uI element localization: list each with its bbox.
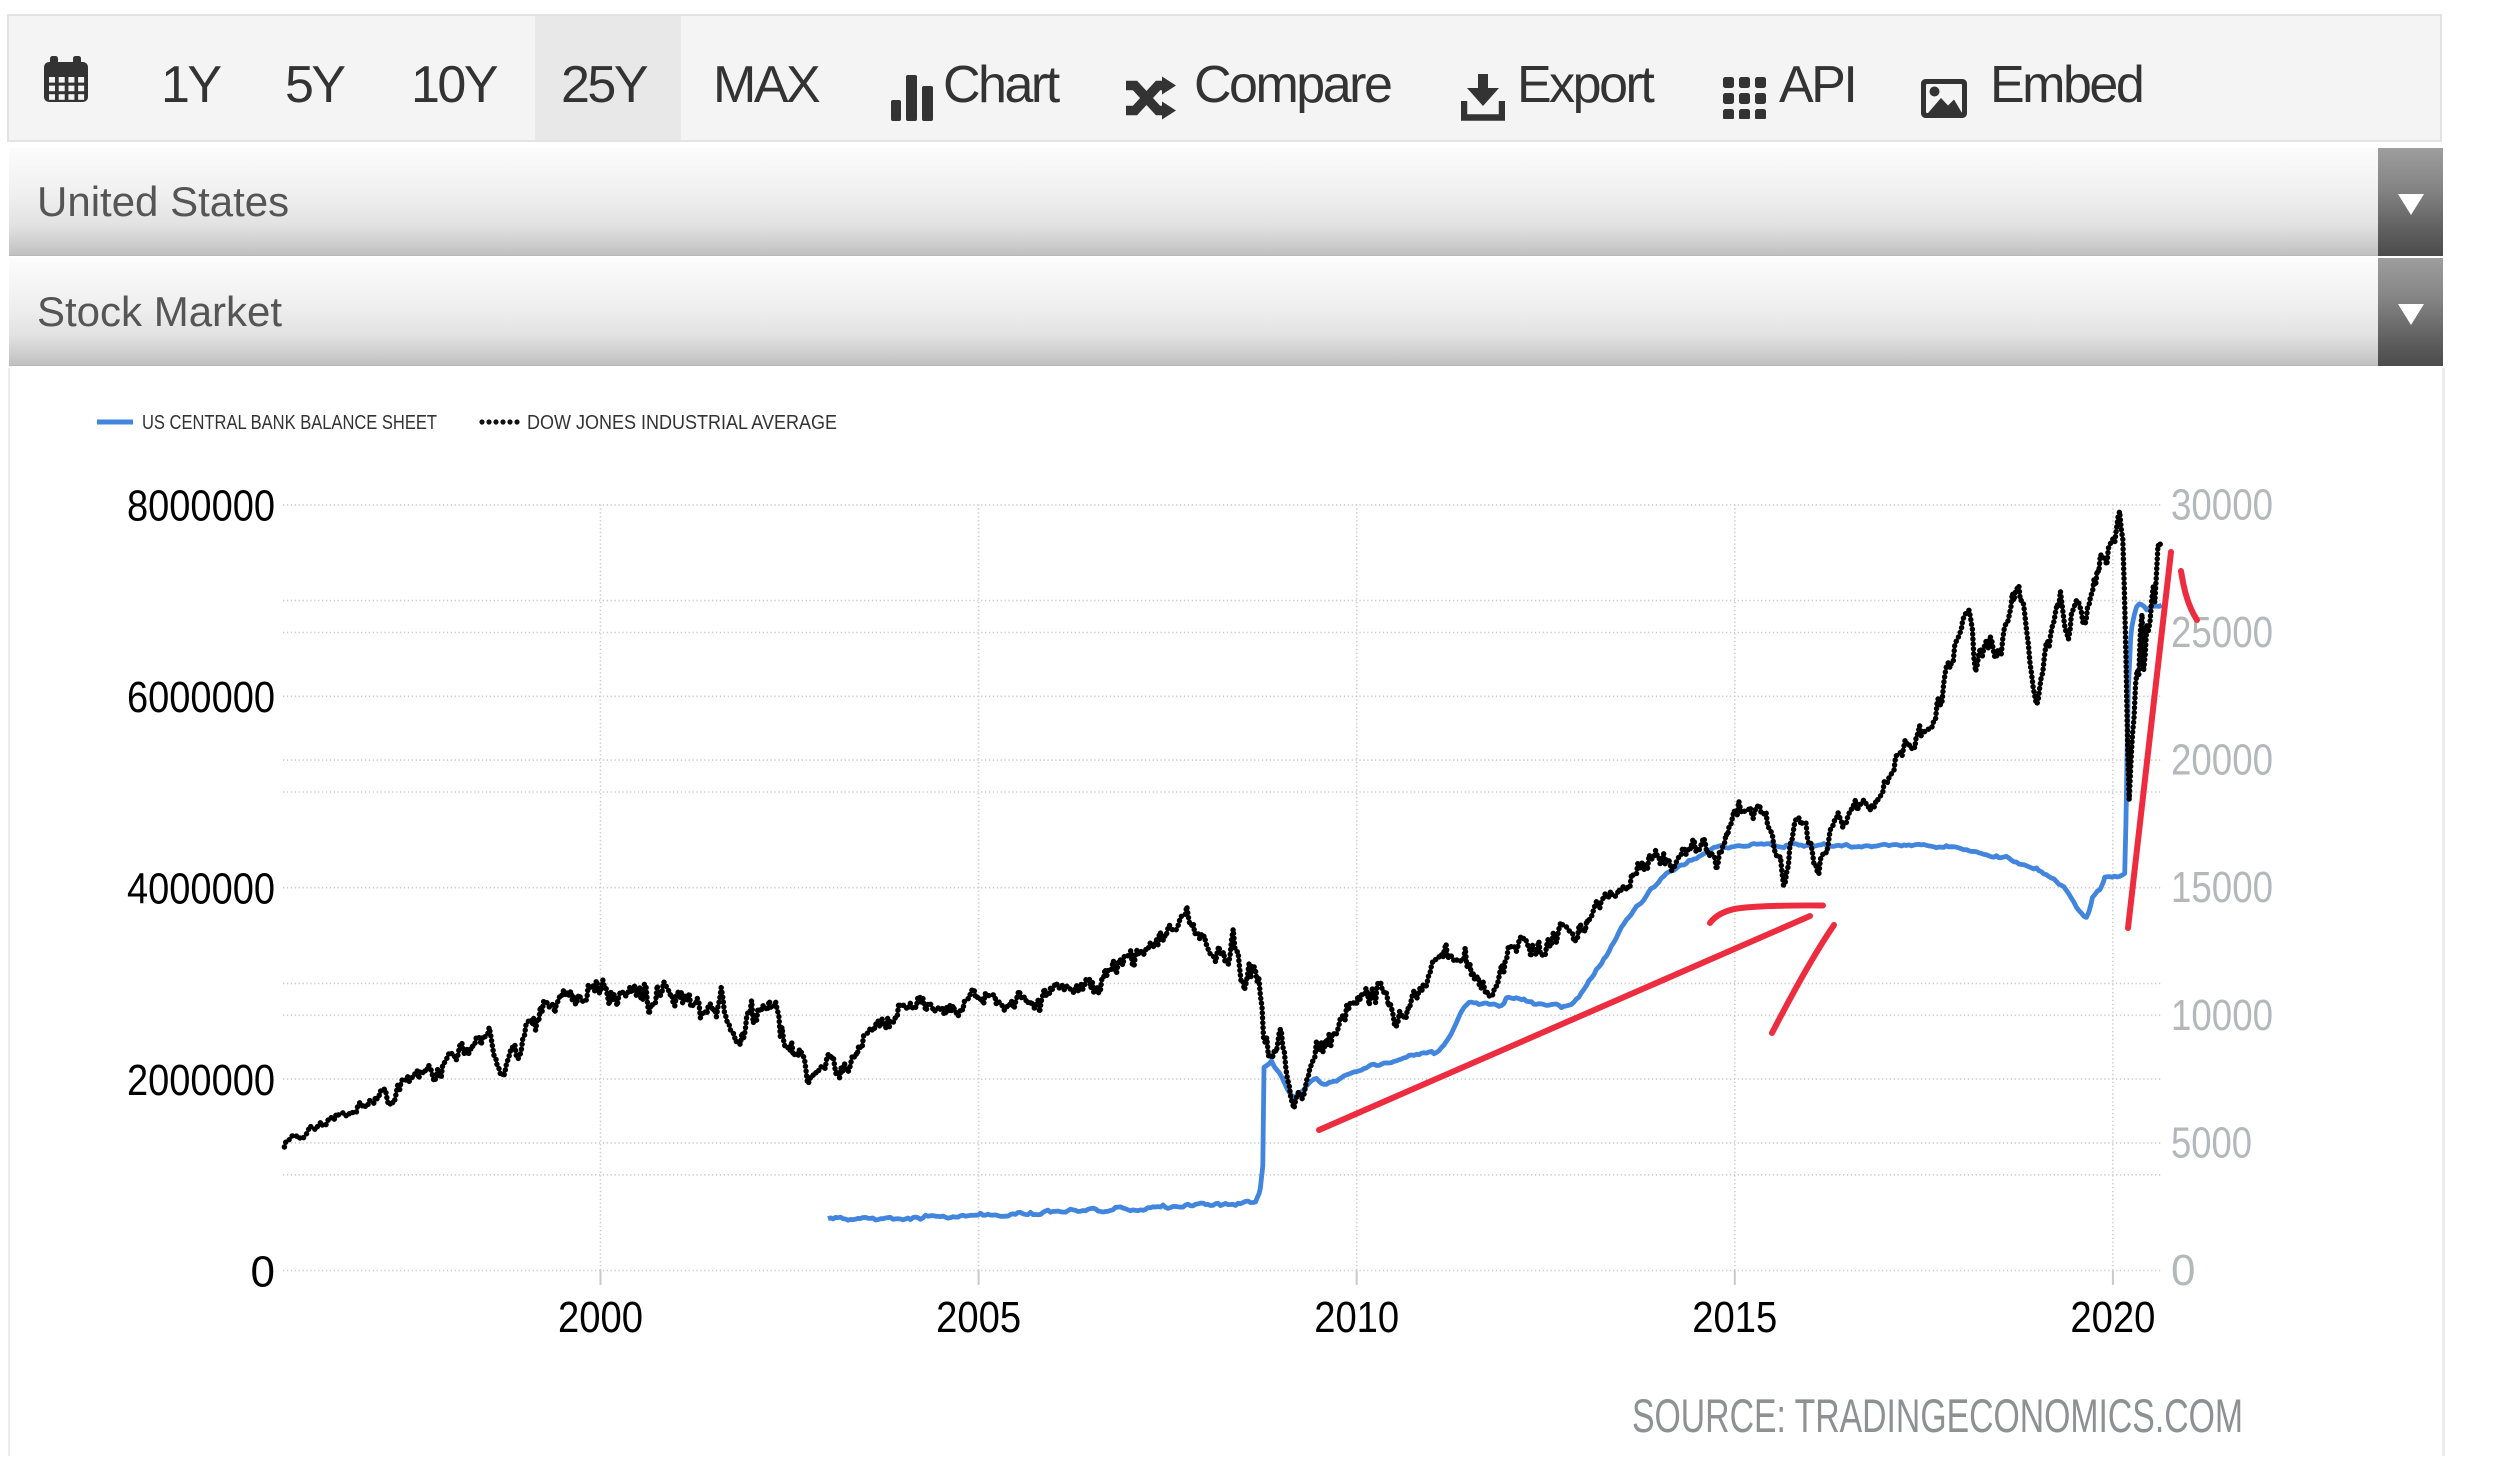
- svg-text:SOURCE: TRADINGECONOMICS.COM: SOURCE: TRADINGECONOMICS.COM: [1632, 1389, 2243, 1442]
- svg-text:30000: 30000: [2171, 480, 2273, 529]
- svg-text:15000: 15000: [2171, 863, 2273, 912]
- svg-text:5000: 5000: [2171, 1118, 2252, 1167]
- svg-text:2000000: 2000000: [127, 1056, 275, 1105]
- svg-text:25000: 25000: [2171, 608, 2273, 657]
- svg-text:2020: 2020: [2070, 1293, 2155, 1342]
- svg-text:DOW JONES INDUSTRIAL AVERAGE: DOW JONES INDUSTRIAL AVERAGE: [527, 412, 837, 434]
- svg-text:6000000: 6000000: [127, 673, 275, 722]
- svg-text:10000: 10000: [2171, 991, 2273, 1040]
- svg-text:2010: 2010: [1314, 1293, 1399, 1342]
- svg-text:US CENTRAL BANK BALANCE SHEET: US CENTRAL BANK BALANCE SHEET: [142, 412, 437, 434]
- svg-text:4000000: 4000000: [127, 865, 275, 914]
- svg-text:0: 0: [2171, 1246, 2195, 1295]
- svg-text:2000: 2000: [558, 1293, 643, 1342]
- svg-text:2015: 2015: [1692, 1293, 1777, 1342]
- svg-text:0: 0: [251, 1247, 275, 1296]
- svg-text:2005: 2005: [936, 1293, 1021, 1342]
- svg-text:8000000: 8000000: [127, 482, 275, 531]
- svg-text:20000: 20000: [2171, 736, 2273, 785]
